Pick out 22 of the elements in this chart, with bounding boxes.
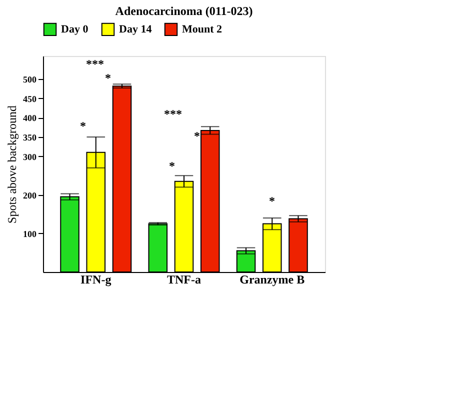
y-tick-label: 100 <box>23 228 37 239</box>
y-tick-label: 200 <box>23 190 37 200</box>
annotation: * <box>194 129 200 143</box>
annotation: * <box>269 194 275 208</box>
x-tick-label: IFN-g <box>80 272 112 286</box>
y-tick-label: 350 <box>23 132 37 142</box>
x-tick-label: Granzyme B <box>240 272 305 286</box>
legend-label: Day 14 <box>119 23 152 36</box>
chart-title: Adenocarcinoma (011-023) <box>115 4 253 18</box>
x-tick-label: TNF-a <box>167 272 201 286</box>
legend-label: Day 0 <box>61 23 89 36</box>
annotation: * <box>105 71 111 85</box>
annotation: *** <box>86 57 104 71</box>
annotation: *** <box>164 107 182 121</box>
legend-label: Mount 2 <box>182 23 223 36</box>
y-axis-title: Spots above background <box>5 106 19 224</box>
y-tick-label: 500 <box>23 74 37 85</box>
annotation: * <box>169 159 175 173</box>
annotation: * <box>80 119 86 133</box>
y-tick-label: 400 <box>23 113 37 124</box>
y-tick-label: 450 <box>23 94 37 104</box>
y-tick-label: 300 <box>23 152 37 162</box>
